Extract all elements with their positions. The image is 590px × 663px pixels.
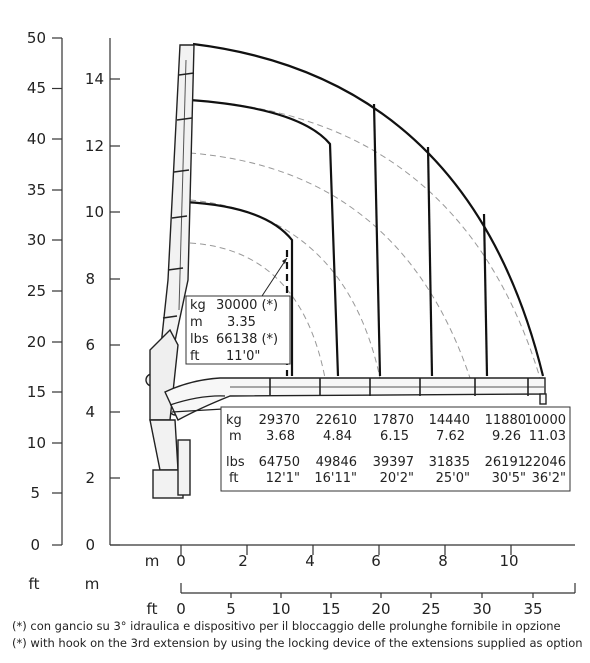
table-ft-1: 12'1": [266, 471, 300, 486]
m-tick-10: 10: [85, 203, 104, 221]
table-unit-kg: kg: [226, 413, 242, 428]
ft-tick-40: 40: [27, 130, 46, 148]
ft-x-tick-35: 35: [523, 600, 542, 618]
bottom-ft-label: ft: [147, 600, 158, 618]
left-ft-scale: 50 45 40 35 30 25 20 15 10 5 0: [27, 29, 63, 554]
table-kg-5: 11880: [485, 413, 526, 428]
table-ft-3: 20'2": [380, 471, 414, 486]
ft-tick-25: 25: [27, 282, 46, 300]
table-m-5: 9.26: [492, 429, 521, 444]
ft-tick-35: 35: [27, 181, 46, 199]
m-tick-6: 6: [85, 336, 95, 354]
callout-unit-ft: ft: [190, 349, 199, 364]
callout-unit-lbs: lbs: [190, 332, 209, 347]
ft-x-tick-25: 25: [421, 600, 440, 618]
table-ft-6: 36'2": [532, 471, 566, 486]
ft-tick-45: 45: [27, 79, 46, 97]
ft-x-tick-15: 15: [321, 600, 340, 618]
table-unit-lbs: lbs: [226, 455, 245, 470]
ft-tick-50: 50: [27, 29, 46, 47]
ft-x-tick-10: 10: [271, 600, 290, 618]
table-lbs-3: 39397: [373, 455, 414, 470]
m-tick-0: 0: [85, 536, 95, 554]
crane-illustration: [145, 44, 547, 499]
m-x-tick-4: 4: [305, 552, 315, 570]
table-unit-ft: ft: [229, 471, 238, 486]
m-x-tick-2: 2: [238, 552, 248, 570]
table-m-2: 4.84: [323, 429, 352, 444]
callout-value-m: 3.35: [227, 315, 256, 330]
ft-tick-20: 20: [27, 333, 46, 351]
load-table: kg 29370 22610 17870 14440 11880 10000 m…: [220, 406, 571, 492]
table-lbs-5: 26191: [485, 455, 526, 470]
table-kg-3: 17870: [373, 413, 414, 428]
m-tick-14: 14: [85, 70, 104, 88]
ft-x-tick-0: 0: [176, 600, 186, 618]
footnote-italian: (*) con gancio su 3° idraulica e disposi…: [12, 619, 561, 633]
table-m-3: 6.15: [380, 429, 409, 444]
ft-x-tick-20: 20: [371, 600, 390, 618]
table-unit-m: m: [229, 429, 242, 444]
ft-tick-5: 5: [30, 484, 40, 502]
callout-value-kg: 30000 (*): [216, 298, 278, 313]
m-x-tick-6: 6: [371, 552, 381, 570]
table-m-4: 7.62: [436, 429, 465, 444]
left-m-scale: 14 12 10 8 6 4 2 0: [85, 38, 120, 554]
callout-value-lbs: 66138 (*): [216, 332, 278, 347]
m-x-tick-10: 10: [499, 552, 518, 570]
table-lbs-1: 64750: [259, 455, 300, 470]
ft-tick-10: 10: [27, 434, 46, 452]
m-tick-12: 12: [85, 137, 104, 155]
table-m-1: 3.68: [266, 429, 295, 444]
table-kg-2: 22610: [316, 413, 357, 428]
callout-leader-arrow: [282, 258, 287, 264]
table-lbs-2: 49846: [316, 455, 357, 470]
table-m-6: 11.03: [529, 429, 566, 444]
m-tick-2: 2: [85, 469, 95, 487]
ft-x-tick-5: 5: [226, 600, 236, 618]
bottom-ft-axis: ft 0 5 10 15 20 25 30 35: [147, 583, 576, 618]
m-x-tick-8: 8: [438, 552, 448, 570]
bottom-m-axis: m 0 2 4 6 8 10: [110, 544, 575, 570]
m-tick-4: 4: [85, 403, 95, 421]
callout-unit-m: m: [190, 315, 203, 330]
callout-unit-kg: kg: [190, 298, 206, 313]
ft-unit-label: ft: [29, 575, 40, 593]
table-lbs-4: 31835: [429, 455, 470, 470]
table-kg-6: 10000: [525, 413, 566, 428]
table-ft-2: 16'11": [314, 471, 357, 486]
callout-value-ft: 11'0": [226, 349, 260, 364]
ft-x-tick-30: 30: [472, 600, 491, 618]
table-ft-5: 30'5": [492, 471, 526, 486]
table-kg-1: 29370: [259, 413, 300, 428]
table-lbs-6: 22046: [525, 455, 566, 470]
m-tick-8: 8: [85, 270, 95, 288]
ft-tick-0: 0: [30, 536, 40, 554]
callout-leader-line: [261, 257, 288, 297]
m-x-tick-0: 0: [176, 552, 186, 570]
m-unit-label: m: [85, 575, 100, 593]
footnote-english: (*) with hook on the 3rd extension by us…: [12, 636, 583, 650]
bottom-m-label: m: [145, 552, 160, 570]
ft-tick-30: 30: [27, 231, 46, 249]
ft-tick-15: 15: [27, 383, 46, 401]
max-load-callout: kg 30000 (*) m 3.35 lbs 66138 (*) ft 11'…: [185, 295, 291, 365]
table-ft-4: 25'0": [436, 471, 470, 486]
table-kg-4: 14440: [429, 413, 470, 428]
